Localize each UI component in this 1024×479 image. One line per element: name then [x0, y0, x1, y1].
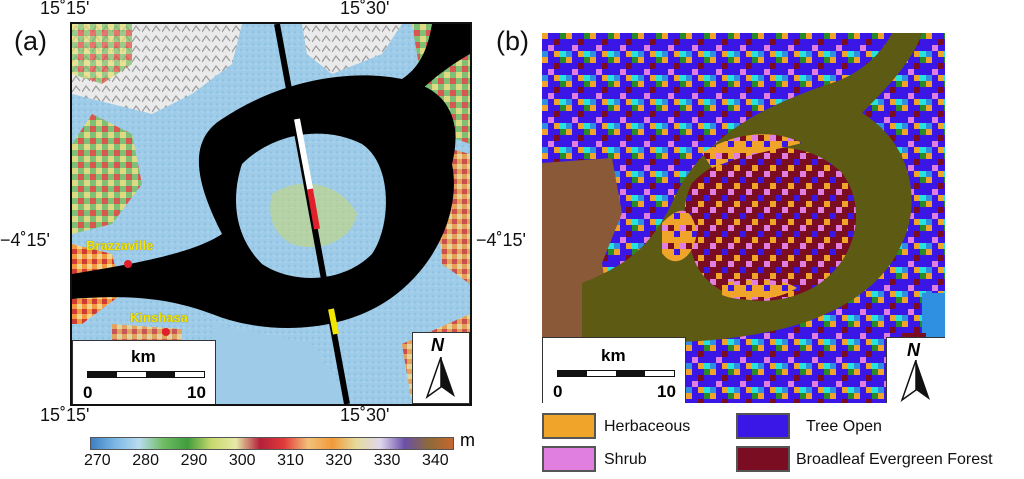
colorbar-tick-label: 340	[422, 452, 449, 469]
panel-a-bottom-right-lon: 15˚30'	[340, 405, 390, 425]
colorbar-tick-label: 300	[228, 452, 256, 469]
panel-b-scale-bar-graphic	[557, 370, 675, 377]
panel-a-left-lat: −4˚15'	[0, 230, 50, 250]
panel-a-scale-end: 10	[187, 383, 206, 402]
colorbar-tick-label: 270	[84, 452, 111, 469]
colorbar-tick-label: 290	[180, 452, 208, 469]
legend-label-broadleaf-evergreen-forest: Broadleaf Evergreen Forest	[796, 451, 993, 468]
panel-b-scale-unit: km	[601, 346, 626, 365]
panel-b-map: km 0 10 N	[542, 33, 945, 403]
colorbar-tick-label: 330	[373, 452, 401, 469]
brazzaville-marker	[124, 260, 132, 268]
panel-a-scalebar: km 0 10	[72, 340, 216, 404]
colorbar-tick-label: 310	[277, 452, 304, 469]
legend-swatch-herbaceous	[542, 413, 596, 439]
panel-b-scale-end: 10	[657, 382, 676, 401]
panel-a-bottom-left-lon: 15˚15'	[40, 405, 90, 425]
panel-a-north-label: N	[431, 335, 444, 355]
legend-label-herbaceous: Herbaceous	[604, 418, 691, 435]
north-arrow-icon	[425, 357, 455, 399]
legend-swatch-shrub	[542, 446, 596, 472]
panel-a-map: Brazzaville Kinshasa km 0 10 N	[70, 22, 472, 406]
panel-a-right-lat: −4˚15'	[476, 230, 526, 250]
colorbar-ticks: 270 280 290 300 310 320 330 340	[84, 452, 464, 474]
panel-a-label: (a)	[14, 26, 47, 56]
panel-b-label: (b)	[496, 26, 529, 56]
panel-a-scale-unit: km	[131, 347, 156, 366]
colorbar-unit: m	[460, 430, 475, 450]
panel-a-top-right-lon: 15˚30'	[340, 0, 390, 18]
panel-a-north-box: N	[412, 332, 470, 404]
legend-swatch-tree-open	[736, 413, 790, 439]
legend-swatch-broadleaf-evergreen-forest	[736, 446, 790, 472]
panel-a-top-left-lon: 15˚15'	[40, 0, 90, 18]
colorbar-tick-label: 280	[132, 452, 159, 469]
legend-label-shrub: Shrub	[604, 451, 647, 468]
legend-label-tree-open: Tree Open	[806, 418, 882, 435]
panel-a-scale-start: 0	[83, 383, 93, 402]
panel-b-scale-start: 0	[553, 382, 563, 401]
kinshasa-marker	[162, 328, 170, 336]
panel-b-scalebar: km 0 10	[542, 337, 686, 403]
elevation-colorbar	[90, 437, 454, 450]
panel-b-north-box: N	[886, 337, 945, 403]
colorbar-tick-label: 320	[325, 452, 353, 469]
kinshasa-label: Kinshasa	[130, 310, 188, 325]
elevation-map-svg	[72, 24, 470, 404]
panel-a-scale-bar-graphic	[87, 371, 205, 378]
north-arrow-icon	[900, 360, 930, 402]
panel-b-north-label: N	[907, 340, 920, 360]
brazzaville-label: Brazzaville	[86, 238, 154, 253]
